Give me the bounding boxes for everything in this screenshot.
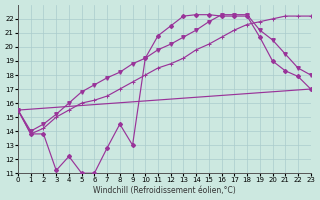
X-axis label: Windchill (Refroidissement éolien,°C): Windchill (Refroidissement éolien,°C) — [93, 186, 236, 195]
